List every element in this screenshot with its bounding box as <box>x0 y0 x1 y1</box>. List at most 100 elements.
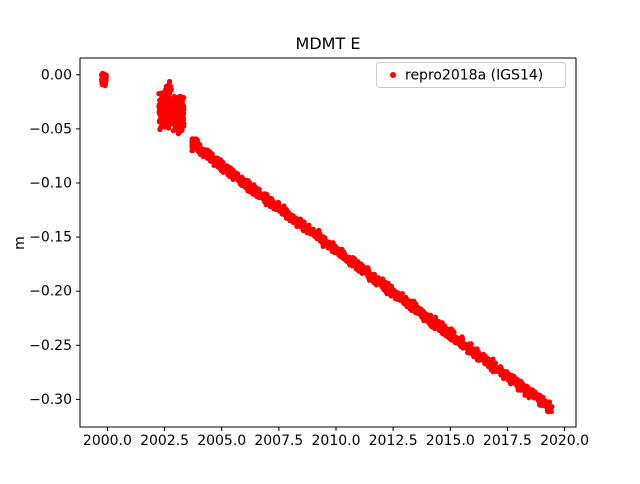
data-point <box>318 238 324 244</box>
data-point <box>174 103 180 109</box>
data-point <box>528 391 534 397</box>
data-point <box>181 95 187 101</box>
data-point <box>365 265 371 271</box>
data-point <box>261 193 267 199</box>
data-point <box>544 401 550 407</box>
data-point <box>427 312 434 318</box>
x-tick-label: 2010.0 <box>312 433 361 449</box>
data-point <box>545 405 551 411</box>
data-point <box>341 249 347 255</box>
data-point <box>330 248 336 254</box>
data-point <box>509 378 515 384</box>
data-point <box>226 172 232 178</box>
data-point <box>167 78 173 85</box>
data-point <box>300 226 306 232</box>
data-point <box>227 166 233 172</box>
data-points <box>98 70 555 415</box>
data-point <box>445 330 452 337</box>
x-tick-label: 2000.0 <box>83 433 132 449</box>
data-point <box>165 87 171 93</box>
data-point <box>267 195 273 201</box>
data-point <box>382 282 388 288</box>
data-point <box>425 316 431 322</box>
plot-title: MDMT E <box>296 34 361 53</box>
axes-spines <box>79 57 577 428</box>
data-point <box>177 128 183 134</box>
data-point <box>165 94 172 100</box>
data-point <box>205 149 211 155</box>
x-tick-label: 2015.0 <box>426 433 475 449</box>
data-point <box>393 289 400 295</box>
data-point <box>170 119 176 126</box>
data-point <box>411 299 417 305</box>
data-point <box>432 317 438 323</box>
legend-label: repro2018a (IGS14) <box>405 68 543 84</box>
data-point <box>295 223 301 229</box>
data-point <box>358 264 364 270</box>
data-point <box>306 222 312 228</box>
data-point <box>476 353 482 359</box>
data-point <box>163 112 169 118</box>
data-point <box>293 218 299 224</box>
data-point <box>167 100 173 106</box>
data-point <box>165 123 171 130</box>
data-point <box>360 269 366 275</box>
data-point <box>179 110 185 116</box>
data-point <box>439 323 445 329</box>
data-point <box>189 136 195 142</box>
data-point <box>329 242 335 248</box>
data-point <box>189 143 195 149</box>
data-point <box>417 310 423 316</box>
data-point <box>99 82 105 88</box>
data-point <box>235 177 241 183</box>
data-point <box>381 286 387 292</box>
data-point <box>168 113 174 119</box>
data-point <box>209 158 215 164</box>
y-tick-label: 0.00 <box>41 67 72 83</box>
legend-marker-icon <box>390 72 396 78</box>
data-point <box>325 241 331 247</box>
data-point <box>195 147 202 153</box>
data-point <box>284 213 290 219</box>
y-tick-label: −0.15 <box>29 230 72 246</box>
data-point <box>486 362 492 368</box>
x-tick-label: 2012.5 <box>369 433 418 449</box>
data-point <box>440 331 446 337</box>
data-point <box>178 103 185 109</box>
data-point <box>256 191 262 198</box>
data-point <box>276 206 282 212</box>
data-point <box>349 259 355 265</box>
data-point <box>407 304 413 310</box>
data-point <box>101 77 107 83</box>
data-point <box>345 255 351 261</box>
data-point <box>215 161 222 167</box>
x-tick-label: 2017.5 <box>483 433 532 449</box>
data-point <box>421 316 427 322</box>
y-tick-label: −0.05 <box>29 121 72 137</box>
data-point <box>500 368 506 374</box>
data-point <box>251 188 257 194</box>
y-tick-label: −0.30 <box>29 392 72 408</box>
data-point <box>264 199 270 205</box>
data-point <box>167 108 173 114</box>
data-point <box>540 398 546 404</box>
data-point <box>500 372 506 378</box>
data-point <box>520 384 526 391</box>
data-point <box>367 276 373 282</box>
data-point <box>322 237 328 243</box>
data-point <box>468 341 474 347</box>
data-point <box>492 361 498 367</box>
data-point <box>490 369 496 375</box>
data-point <box>387 285 393 291</box>
x-tick-label: 2007.5 <box>254 433 303 449</box>
data-point <box>461 341 467 347</box>
data-point <box>398 295 404 301</box>
data-point <box>474 346 480 352</box>
x-tick-label: 2002.5 <box>140 433 189 449</box>
data-point <box>400 299 406 305</box>
data-point <box>436 319 442 325</box>
data-point <box>495 365 501 371</box>
data-point <box>222 167 228 173</box>
data-point <box>336 246 342 252</box>
